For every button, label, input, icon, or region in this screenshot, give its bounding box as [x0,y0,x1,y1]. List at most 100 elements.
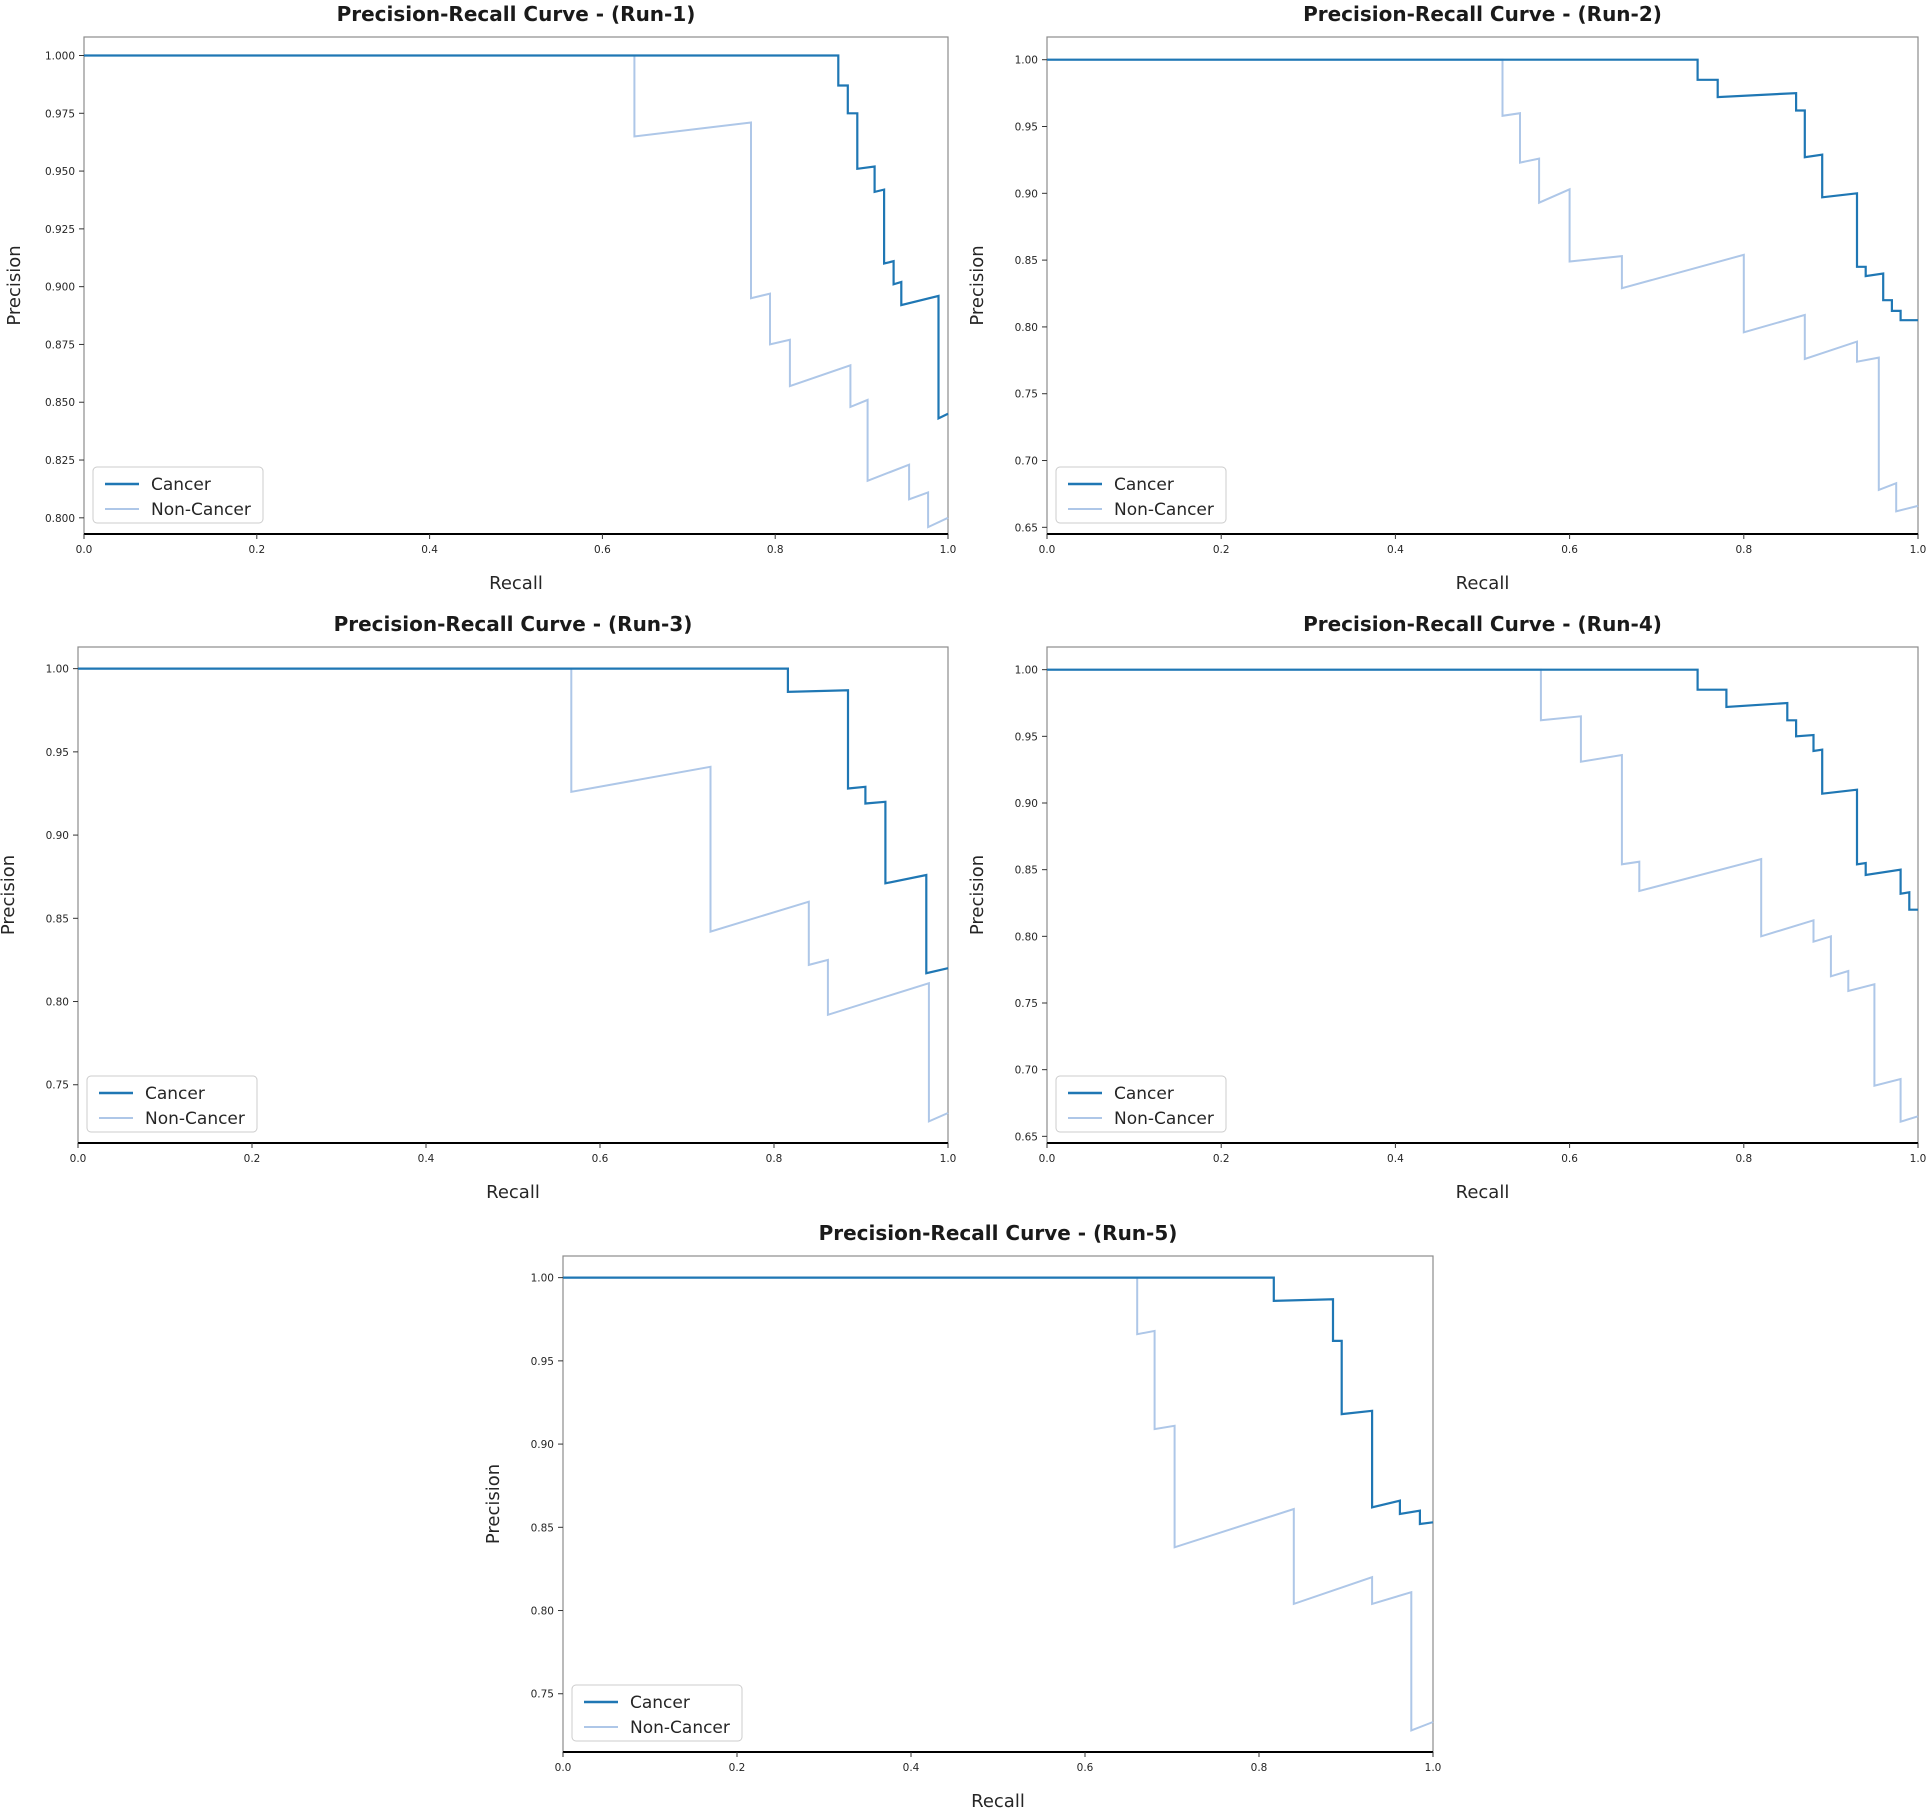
chart-run-1: Precision-Recall Curve - (Run-1) 0.0 0.2 0.… [4,2,956,594]
x-tick-label: 1.0 [940,544,957,556]
y-tick-label: 0.90 [1015,188,1038,200]
x-tick-label: 0.8 [766,1153,783,1165]
x-tick-label: 0.2 [244,1153,261,1165]
plot-frame [563,1256,1433,1752]
chart-run-2: Precision-Recall Curve - (Run-2) 0.0 0.2 0.… [967,2,1926,594]
x-axis-label: Recall [971,1791,1025,1812]
x-tick-label: 0.6 [1561,544,1578,556]
x-tick-label: 0.6 [1077,1762,1094,1774]
series-line-cancer [563,1278,1433,1524]
x-tick-label: 0.0 [555,1762,572,1774]
y-axis-label: Precision [483,1464,504,1544]
plot-frame [84,37,948,534]
y-tick-label: 0.95 [1015,122,1038,134]
x-tick-label: 0.2 [1213,1153,1230,1165]
y-tick-label: 0.85 [46,913,69,925]
legend: Cancer Non-Cancer [1056,1076,1226,1132]
series-line-cancer [84,56,948,419]
legend-label: Non-Cancer [1114,1109,1214,1129]
x-tick-label: 0.2 [248,544,265,556]
y-tick-label: 0.75 [46,1080,69,1092]
legend: Cancer Non-Cancer [93,467,263,523]
x-tick-label: 0.0 [1039,544,1056,556]
plot-frame [78,647,948,1143]
y-tick-label: 0.950 [45,166,75,178]
plot-frame [1047,647,1918,1143]
x-tick-label: 1.0 [1425,1762,1442,1774]
x-tick-label: 0.0 [70,1153,87,1165]
series-line-cancer [78,669,948,974]
series-line-non-cancer [78,669,948,1122]
y-tick-label: 1.00 [46,664,69,676]
legend-label: Cancer [630,1693,690,1713]
chart-run-5: Precision-Recall Curve - (Run-5) 0.0 0.2 0.… [483,1221,1441,1812]
x-axis-label: Recall [1456,573,1510,594]
y-tick-label: 0.85 [1015,255,1038,267]
chart-title: Precision-Recall Curve - (Run-3) [334,612,693,636]
x-tick-label: 0.8 [1735,1153,1752,1165]
x-tick-label: 0.8 [1251,1762,1268,1774]
x-tick-label: 1.0 [1910,544,1927,556]
x-tick-label: 0.8 [1735,544,1752,556]
x-tick-label: 0.2 [729,1762,746,1774]
y-tick-label: 0.80 [1015,931,1038,943]
x-tick-label: 0.8 [767,544,784,556]
legend-label: Cancer [1114,475,1174,495]
legend-label: Cancer [1114,1084,1174,1104]
legend-label: Non-Cancer [630,1718,730,1738]
y-tick-label: 0.975 [45,108,75,120]
chart-title: Precision-Recall Curve - (Run-5) [819,1221,1178,1245]
y-tick-label: 0.75 [1015,998,1038,1010]
x-tick-label: 1.0 [1910,1153,1927,1165]
y-tick-label: 0.800 [45,513,75,525]
x-tick-label: 0.4 [1387,544,1404,556]
y-tick-label: 0.95 [1015,731,1038,743]
y-tick-label: 0.875 [45,339,75,351]
y-tick-label: 0.90 [1015,798,1038,810]
y-tick-label: 0.75 [1015,389,1038,401]
x-tick-label: 0.4 [421,544,438,556]
series-line-non-cancer [1047,670,1918,1122]
legend-label: Cancer [145,1084,205,1104]
y-tick-label: 0.95 [46,747,69,759]
y-tick-label: 0.90 [531,1439,554,1451]
y-tick-label: 1.00 [1015,55,1038,67]
y-tick-label: 0.85 [531,1522,554,1534]
chart-title: Precision-Recall Curve - (Run-4) [1303,612,1662,636]
x-tick-label: 0.0 [1039,1153,1056,1165]
y-tick-label: 1.000 [45,50,75,62]
y-tick-label: 0.825 [45,455,75,467]
x-tick-label: 0.4 [903,1762,920,1774]
x-tick-label: 0.6 [592,1153,609,1165]
y-axis-label: Precision [967,245,988,325]
x-axis-label: Recall [489,573,543,594]
y-tick-label: 0.900 [45,282,75,294]
y-tick-label: 0.75 [531,1689,554,1701]
y-tick-label: 0.70 [1015,1065,1038,1077]
x-tick-label: 0.0 [76,544,93,556]
y-tick-label: 1.00 [1015,665,1038,677]
x-tick-label: 0.6 [1561,1153,1578,1165]
y-tick-label: 0.90 [46,830,69,842]
precision-recall-figure: Precision-Recall Curve - (Run-1)0.0 0.2 0.… [0,0,1930,1816]
legend-label: Non-Cancer [151,500,251,520]
chart-run-3: Precision-Recall Curve - (Run-3) 0.0 0.2 0.… [0,612,956,1203]
y-axis-label: Precision [967,855,988,935]
y-axis-label: Precision [0,855,19,935]
y-tick-label: 0.80 [1015,322,1038,334]
y-tick-label: 0.925 [45,224,75,236]
x-axis-label: Recall [1456,1182,1510,1203]
y-axis-label: Precision [4,245,25,325]
legend-label: Non-Cancer [145,1109,245,1129]
legend: Cancer Non-Cancer [87,1076,257,1132]
y-tick-label: 0.95 [531,1356,554,1368]
chart-run-4: Precision-Recall Curve - (Run-4) 0.0 0.2 0.… [967,612,1926,1203]
y-tick-label: 0.65 [1015,522,1038,534]
y-tick-label: 0.70 [1015,456,1038,468]
plot-frame [1047,37,1918,534]
series-line-non-cancer [563,1278,1433,1731]
series-line-non-cancer [84,56,948,528]
legend: Cancer Non-Cancer [572,1685,742,1741]
x-tick-label: 0.2 [1213,544,1230,556]
x-tick-label: 0.6 [594,544,611,556]
